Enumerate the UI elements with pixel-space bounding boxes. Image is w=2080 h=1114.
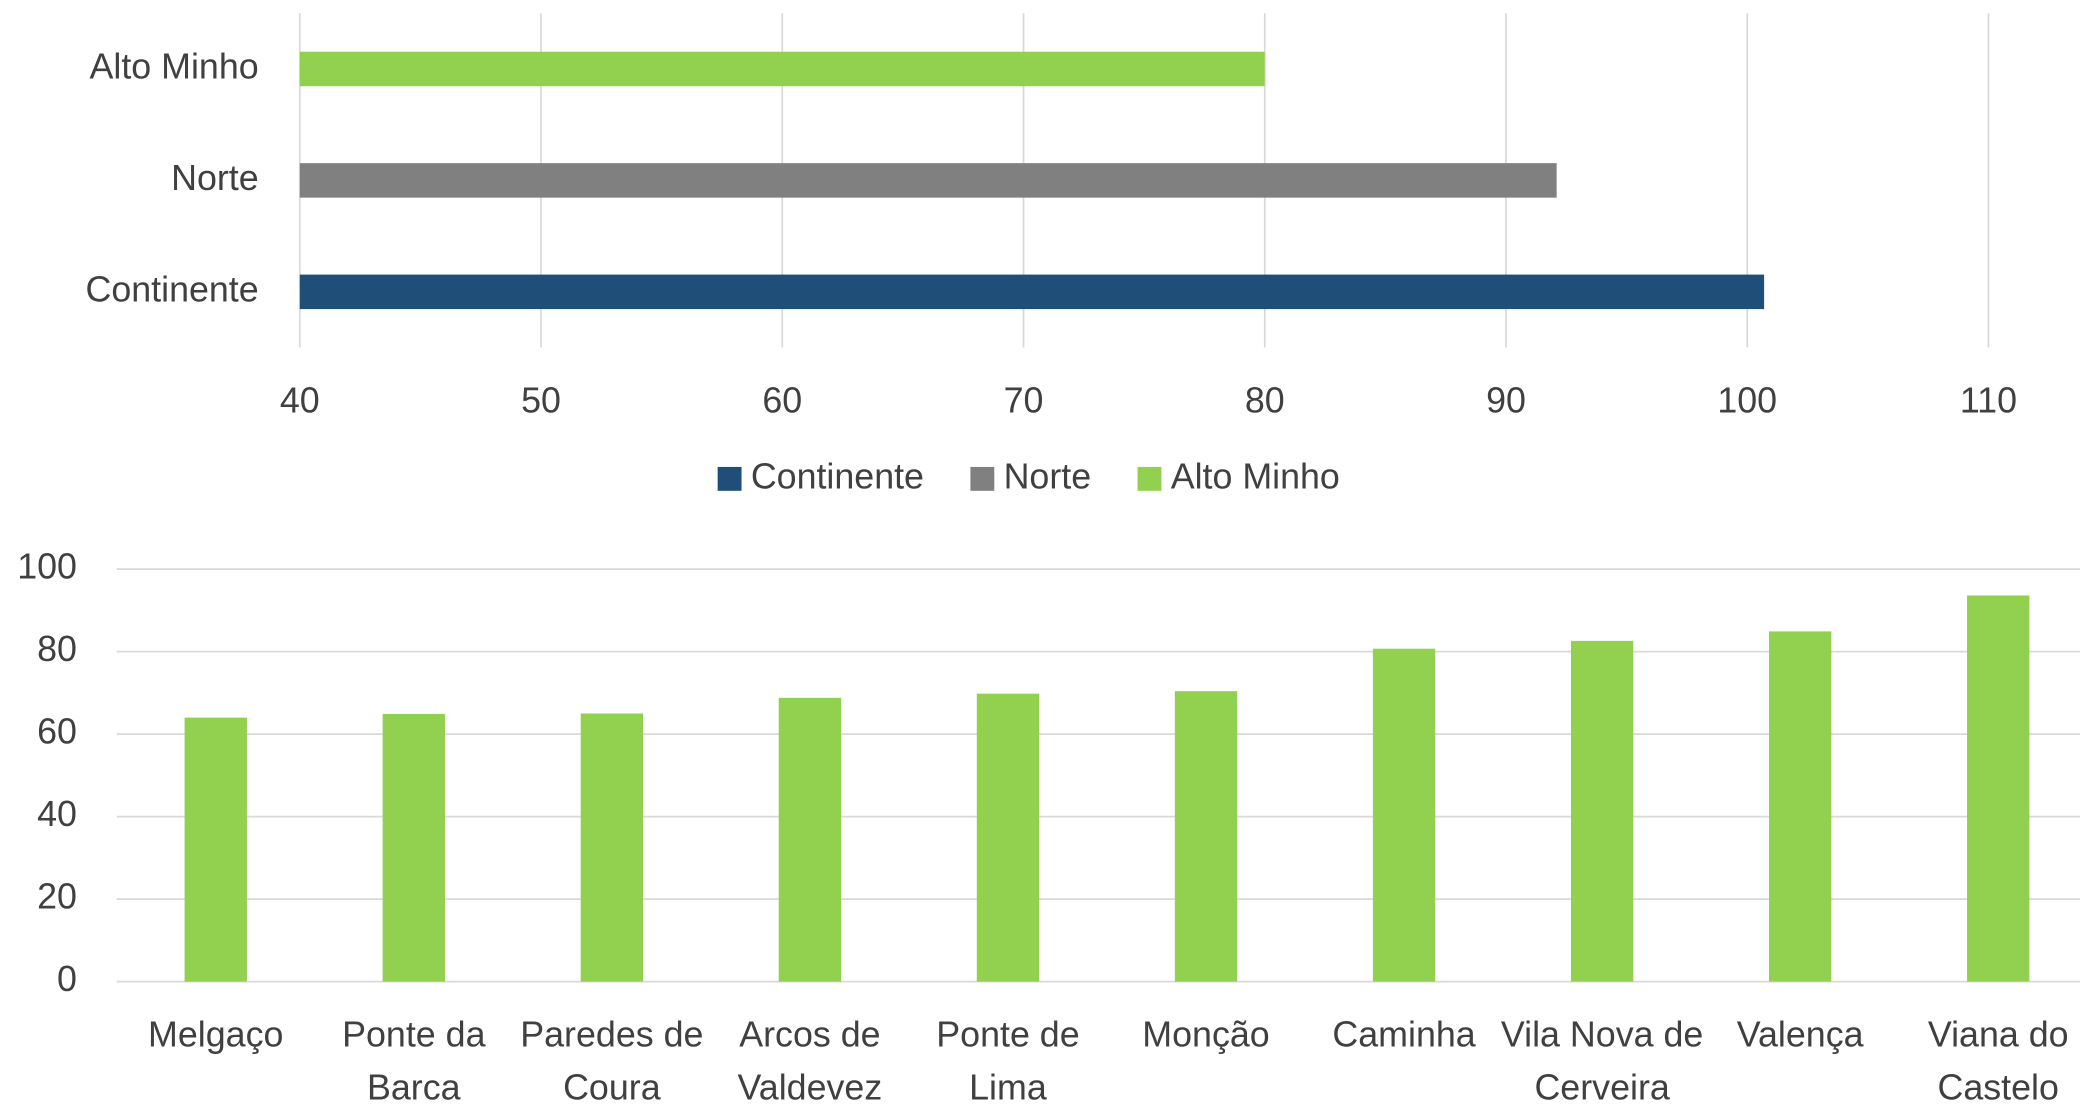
bar xyxy=(1372,648,1436,982)
y-tick-label: 0 xyxy=(57,959,77,999)
x-tick-label: Melgaço xyxy=(148,1014,284,1055)
bar xyxy=(580,713,644,982)
y-tick-label: 60 xyxy=(37,712,77,752)
x-tick-label: Paredes de Coura xyxy=(520,1014,704,1108)
x-tick-label: 100 xyxy=(1717,381,1777,421)
x-tick-label: Viana do Castelo xyxy=(1927,1014,2069,1108)
bar xyxy=(299,274,1765,310)
x-tick-label: 70 xyxy=(1004,381,1044,421)
bar xyxy=(976,693,1040,982)
legend-label: Alto Minho xyxy=(1171,456,1340,496)
x-tick-label: Monção xyxy=(1142,1014,1270,1055)
bar xyxy=(1768,631,1832,982)
x-tick-label: Caminha xyxy=(1332,1014,1476,1055)
y-tick-label: 80 xyxy=(37,629,77,669)
bar xyxy=(1174,691,1238,982)
x-tick-label: 80 xyxy=(1245,381,1285,421)
y-tick-label: 100 xyxy=(17,547,77,587)
legend-swatch xyxy=(1137,466,1162,491)
y-tick-label: Alto Minho xyxy=(90,46,259,86)
x-tick-label: Ponte de Lima xyxy=(936,1014,1080,1108)
legend-swatch xyxy=(970,466,995,491)
bar xyxy=(299,163,1557,198)
legend-swatch xyxy=(717,466,742,491)
x-tick-label: 50 xyxy=(521,381,561,421)
y-tick-label: Continente xyxy=(86,269,259,309)
bar xyxy=(1570,640,1634,982)
x-tick-label: 60 xyxy=(762,381,802,421)
x-tick-label: 90 xyxy=(1486,381,1526,421)
bar xyxy=(382,713,445,982)
legend-label: Continente xyxy=(751,456,924,496)
y-tick-label: Norte xyxy=(171,158,259,198)
legend-label: Norte xyxy=(1004,456,1092,496)
x-tick-label: 40 xyxy=(280,381,320,421)
y-tick-label: 40 xyxy=(37,794,77,834)
x-tick-label: 110 xyxy=(1960,381,2017,421)
bar xyxy=(299,51,1265,87)
x-tick-label: Arcos de Valdevez xyxy=(737,1014,883,1108)
bar xyxy=(1967,595,2030,982)
y-tick-label: 20 xyxy=(37,877,77,917)
bar xyxy=(184,717,247,982)
x-tick-label: Valença xyxy=(1736,1014,1864,1055)
x-tick-label: Ponte da Barca xyxy=(342,1014,486,1108)
x-tick-label: Vila Nova de Cerveira xyxy=(1500,1014,1704,1108)
bar xyxy=(778,697,842,982)
